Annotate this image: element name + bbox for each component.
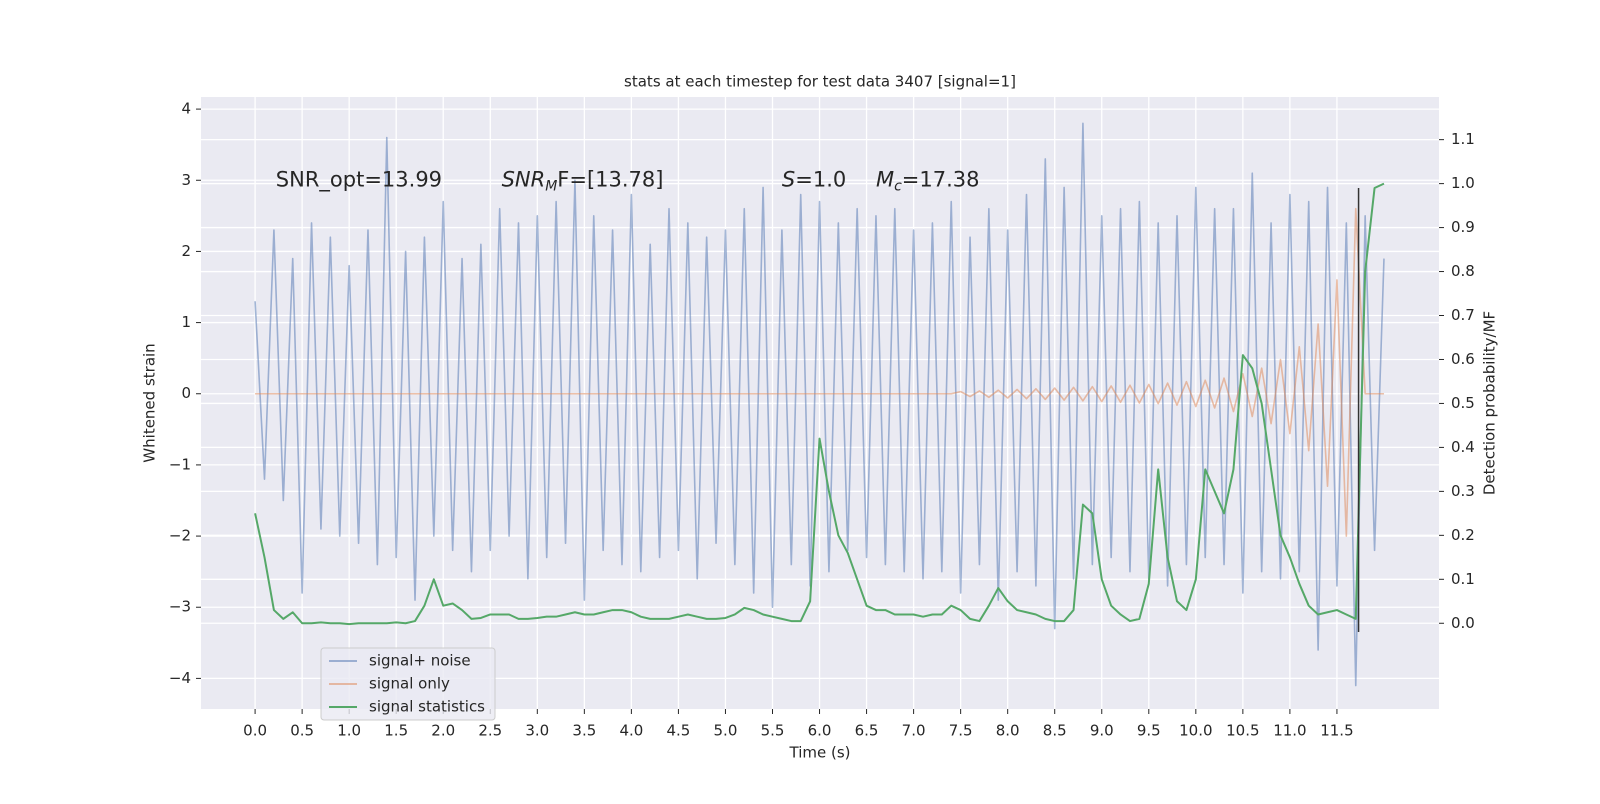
legend-label: signal statistics <box>369 698 485 716</box>
x-tick-label: 10.0 <box>1179 722 1212 740</box>
y-tick-label: 4 <box>181 100 191 118</box>
y-tick-label: −4 <box>169 669 191 687</box>
y-tick-label: 2 <box>181 242 191 260</box>
x-tick-label: 6.5 <box>855 722 879 740</box>
y2-tick-label: 0.6 <box>1451 350 1475 368</box>
y2-tick-label: 0.7 <box>1451 306 1475 324</box>
y2-tick-label: 0.3 <box>1451 482 1475 500</box>
y-tick-label: 1 <box>181 313 191 331</box>
y-axis-label: Whitened strain <box>141 343 159 462</box>
annotation-sub: c <box>894 178 902 194</box>
y-tick-label: 0 <box>181 384 191 402</box>
annotation: Mc=17.38 <box>876 167 980 194</box>
y2-tick-label: 0.9 <box>1451 218 1475 236</box>
annotation: SNR_opt=13.99 <box>276 167 442 192</box>
annotation-main: S <box>782 167 795 191</box>
x-tick-label: 7.5 <box>949 722 973 740</box>
annotation-rest: =1.0 <box>795 167 846 191</box>
x-tick-label: 3.0 <box>525 722 549 740</box>
annotation-sub: M <box>545 178 557 194</box>
x-tick-label: 2.0 <box>431 722 455 740</box>
x-tick-label: 11.5 <box>1320 722 1353 740</box>
y-tick-label: −1 <box>169 455 191 473</box>
y2-tick-label: 0.1 <box>1451 570 1475 588</box>
y2-tick-label: 1.1 <box>1451 130 1475 148</box>
legend-label: signal+ noise <box>369 652 471 670</box>
x-tick-label: 0.5 <box>290 722 314 740</box>
annotation: SNRMF=[13.78] <box>502 167 664 194</box>
x-tick-label: 4.0 <box>619 722 643 740</box>
y2-tick-label: 0.2 <box>1451 526 1475 544</box>
x-tick-label: 1.5 <box>384 722 408 740</box>
series-line <box>254 182 1385 626</box>
y-tick-label: −2 <box>169 527 191 545</box>
x-tick-label: 9.5 <box>1137 722 1161 740</box>
x-tick-label: 8.5 <box>1043 722 1067 740</box>
legend-box <box>320 647 496 721</box>
annotation: S=1.0 <box>782 167 846 191</box>
annotation-rest: F=[13.78] <box>557 167 663 191</box>
y2-tick-label: 0.0 <box>1451 614 1475 632</box>
y2-tick-label: 0.5 <box>1451 394 1475 412</box>
x-tick-label: 11.0 <box>1273 722 1306 740</box>
x-tick-label: 9.0 <box>1090 722 1114 740</box>
y-tick-label: 3 <box>181 171 191 189</box>
x-tick-label: 5.0 <box>714 722 738 740</box>
annotation-rest: =17.38 <box>902 167 980 191</box>
y2-axis-label: Detection probability/MF <box>1481 311 1499 495</box>
x-tick-label: 1.0 <box>337 722 361 740</box>
x-tick-label: 10.5 <box>1226 722 1259 740</box>
y2-tick-label: 0.4 <box>1451 438 1475 456</box>
x-tick-label: 4.5 <box>666 722 690 740</box>
x-tick-label: 6.0 <box>808 722 832 740</box>
x-tick-label: 3.5 <box>572 722 596 740</box>
y2-tick-label: 0.8 <box>1451 262 1475 280</box>
y-tick-label: −3 <box>169 598 191 616</box>
series-line <box>254 122 1385 687</box>
x-tick-label: 8.0 <box>996 722 1020 740</box>
series-line <box>255 207 1384 537</box>
y2-tick-label: 1.0 <box>1451 174 1475 192</box>
annotation-main: SNR <box>502 167 546 191</box>
x-axis-label: Time (s) <box>789 744 851 762</box>
legend-label: signal only <box>369 675 450 693</box>
annotation-main: M <box>876 167 894 191</box>
chart-title: stats at each timestep for test data 340… <box>624 73 1016 91</box>
x-tick-label: 7.0 <box>902 722 926 740</box>
x-tick-label: 2.5 <box>478 722 502 740</box>
x-tick-label: 5.5 <box>761 722 785 740</box>
x-tick-label: 0.0 <box>243 722 267 740</box>
